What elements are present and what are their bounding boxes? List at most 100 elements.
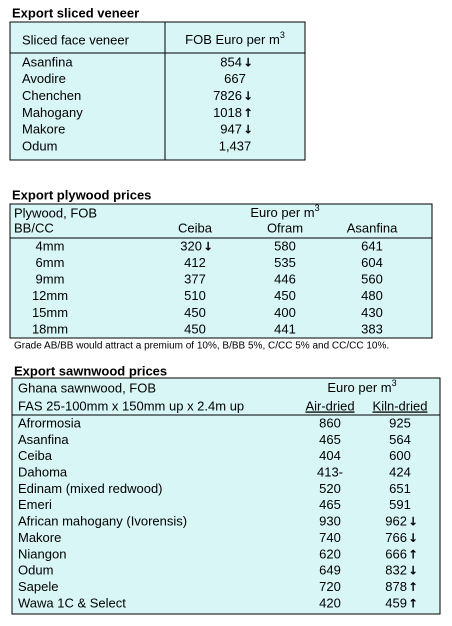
price: 860 <box>319 415 341 430</box>
price: 878 <box>385 579 407 594</box>
species-name: Niangon <box>18 546 66 561</box>
price: 480 <box>361 288 383 303</box>
price: 947 <box>220 122 242 137</box>
price: 740 <box>319 530 341 545</box>
unit-header: Euro per m3 <box>327 378 396 395</box>
price: 320 <box>180 238 202 253</box>
footnote: Grade AB/BB would attract a premium of 1… <box>14 341 389 352</box>
species-name: Odum <box>22 138 57 153</box>
trend-arrow: ↓ <box>243 123 253 137</box>
price: 430 <box>361 305 383 320</box>
price: 450 <box>184 321 206 336</box>
thickness: 4mm <box>36 238 65 253</box>
species-name: Wawa 1C & Select <box>18 595 126 610</box>
trend-arrow: ↓ <box>243 89 253 103</box>
thickness: 12mm <box>32 288 68 303</box>
table-header: Ghana sawnwood, FOB <box>18 380 156 395</box>
species-name: Asanfina <box>18 432 69 447</box>
spec-label: FAS 25-100mm x 150mm up x 2.4m up <box>18 398 244 413</box>
trend-arrow: ↑ <box>408 596 418 610</box>
trend-arrow: ↑ <box>243 106 253 120</box>
price: 424 <box>389 465 411 480</box>
unit-text: FOB Euro per m <box>185 32 280 47</box>
column-header: Kiln-dried <box>373 398 428 413</box>
price: 651 <box>389 481 411 496</box>
species-name: Asanfina <box>22 54 73 69</box>
price: 377 <box>184 272 206 287</box>
price: 666 <box>385 546 407 561</box>
species-name: Makore <box>18 530 61 545</box>
price: 1,437 <box>219 138 252 153</box>
column-header: Sliced face veneer <box>22 32 130 47</box>
unit-superscript: 3 <box>280 30 285 40</box>
thickness: 9mm <box>36 272 65 287</box>
price: 520 <box>319 481 341 496</box>
thickness: 6mm <box>36 255 65 270</box>
price: 832 <box>385 563 407 578</box>
veneer-table-box <box>9 21 306 161</box>
price: 641 <box>361 238 383 253</box>
thickness: 15mm <box>32 305 68 320</box>
section-title: Export sliced veneer <box>12 5 139 20</box>
price: 459 <box>385 595 407 610</box>
price: 400 <box>274 305 296 320</box>
price: 580 <box>274 238 296 253</box>
species-name: Dahoma <box>18 465 68 480</box>
column-header: Air-dried <box>305 398 354 413</box>
price: 465 <box>319 497 341 512</box>
column-header: Ofram <box>267 220 303 235</box>
price: 412 <box>184 255 206 270</box>
species-name: Mahogany <box>22 105 83 120</box>
table-header: Plywood, FOB <box>14 205 97 220</box>
species-name: Sapele <box>18 579 58 594</box>
price: 404 <box>319 448 341 463</box>
price: 564 <box>389 432 411 447</box>
plywood-table-box <box>9 203 433 339</box>
price: 962 <box>385 514 407 529</box>
price: 7826 <box>213 88 242 103</box>
price: 450 <box>184 305 206 320</box>
species-name: Ceiba <box>18 448 53 463</box>
trend-arrow: ↓ <box>203 240 213 254</box>
unit-superscript: 3 <box>315 203 320 213</box>
species-name: Odum <box>18 563 53 578</box>
species-name: Avodire <box>22 71 66 86</box>
price: 667 <box>224 71 246 86</box>
price: 591 <box>389 497 411 512</box>
thickness: 18mm <box>32 321 68 336</box>
price: 930 <box>319 514 341 529</box>
price: 604 <box>361 255 383 270</box>
price: 600 <box>389 448 411 463</box>
trend-arrow: ↓ <box>408 531 418 545</box>
section-title: Export plywood prices <box>12 187 151 202</box>
unit-superscript: 3 <box>392 378 397 388</box>
price: 465 <box>319 432 341 447</box>
unit-text: Euro per m <box>250 205 314 220</box>
price: 854 <box>220 54 242 69</box>
trend-arrow: ↓ <box>408 564 418 578</box>
price: 441 <box>274 321 296 336</box>
price: 720 <box>319 579 341 594</box>
section-title: Export sawnwood prices <box>14 363 167 378</box>
price: 420 <box>319 595 341 610</box>
price: 413- <box>317 465 343 480</box>
species-name: Afrormosia <box>18 415 82 430</box>
unit-header: FOB Euro per m3 <box>185 30 285 47</box>
species-name: Emeri <box>18 497 52 512</box>
sawnwood-table-box <box>11 377 441 615</box>
price: 925 <box>389 415 411 430</box>
species-name: Chenchen <box>22 88 81 103</box>
trend-arrow: ↓ <box>408 515 418 529</box>
grade-label: BB/CC <box>14 220 54 235</box>
price: 649 <box>319 563 341 578</box>
species-name: Edinam (mixed redwood) <box>18 481 163 496</box>
column-header: Ceiba <box>178 220 213 235</box>
price: 766 <box>385 530 407 545</box>
price: 560 <box>361 272 383 287</box>
species-name: Makore <box>22 122 65 137</box>
price: 383 <box>361 321 383 336</box>
trend-arrow: ↑ <box>408 580 418 594</box>
trend-arrow: ↓ <box>243 56 253 70</box>
species-name: African mahogany (Ivorensis) <box>18 514 187 529</box>
